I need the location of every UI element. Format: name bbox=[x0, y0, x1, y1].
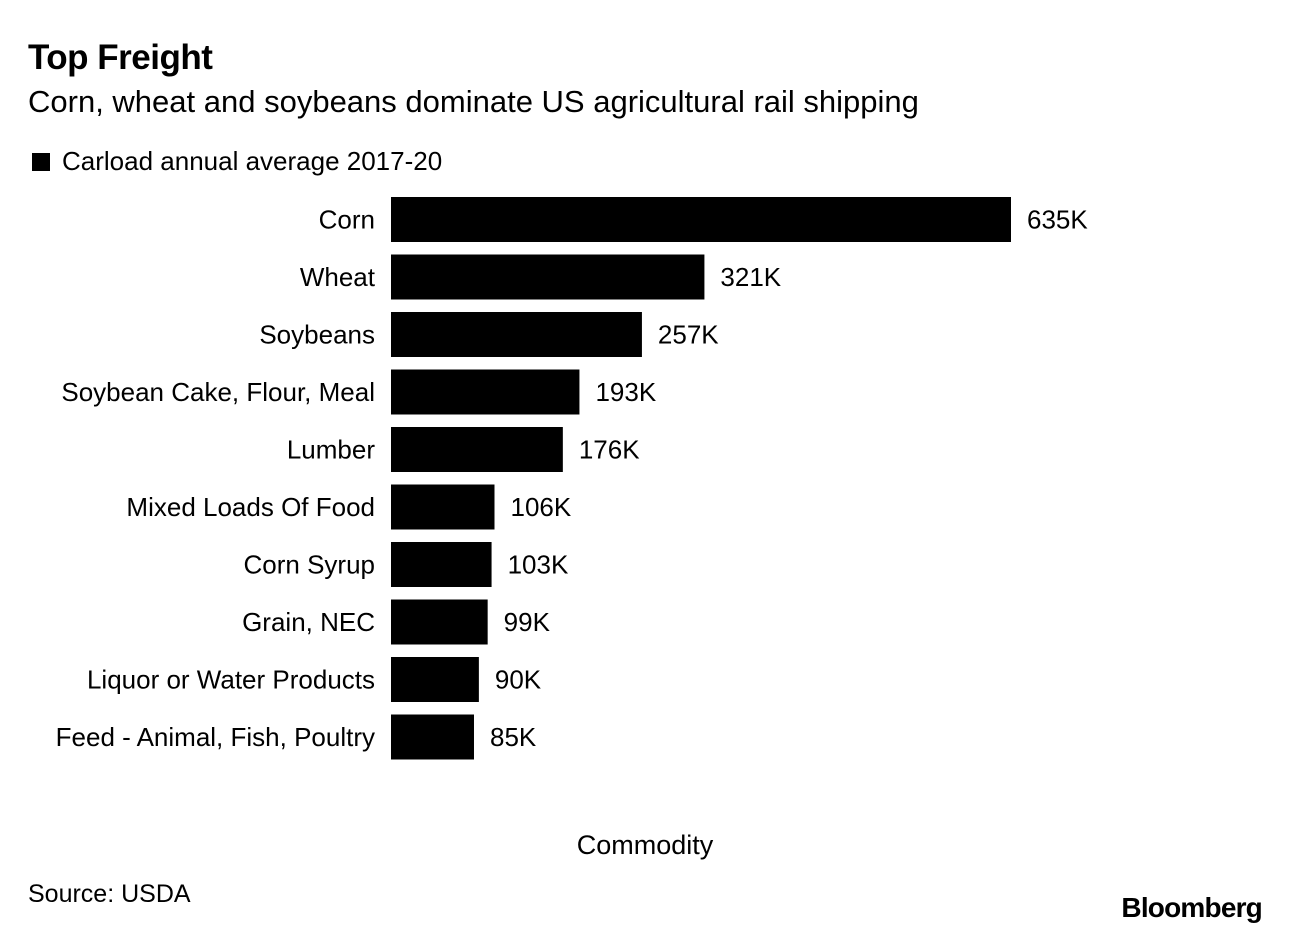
bar bbox=[391, 427, 563, 472]
bar-value-label: 193K bbox=[595, 377, 656, 407]
bloomberg-logo: Bloomberg bbox=[1121, 892, 1262, 923]
bar-value-label: 635K bbox=[1027, 205, 1088, 235]
legend: Carload annual average 2017-20 bbox=[32, 146, 442, 177]
bar-value-label: 103K bbox=[508, 550, 569, 580]
legend-label: Carload annual average 2017-20 bbox=[62, 146, 443, 176]
bar-value-label: 257K bbox=[658, 320, 719, 350]
category-label: Mixed Loads Of Food bbox=[126, 492, 375, 522]
category-label: Lumber bbox=[287, 435, 375, 465]
category-label: Grain, NEC bbox=[242, 607, 375, 637]
bar bbox=[391, 542, 492, 587]
category-label: Soybeans bbox=[259, 320, 375, 350]
x-axis-label: Commodity bbox=[576, 830, 714, 860]
bar-value-label: 99K bbox=[504, 607, 551, 637]
category-label: Feed - Animal, Fish, Poultry bbox=[56, 722, 375, 752]
bar bbox=[391, 197, 1011, 242]
bar bbox=[391, 484, 495, 530]
bar bbox=[391, 369, 580, 415]
category-label: Liquor or Water Products bbox=[87, 665, 375, 695]
bar bbox=[391, 312, 642, 357]
bar-value-label: 321K bbox=[720, 262, 781, 292]
bar bbox=[391, 657, 479, 702]
category-label: Wheat bbox=[300, 262, 376, 292]
bar bbox=[391, 254, 705, 300]
bar bbox=[391, 599, 488, 645]
category-label: Soybean Cake, Flour, Meal bbox=[61, 377, 375, 407]
bar-value-label: 106K bbox=[510, 492, 571, 522]
chart-title: Top Freight bbox=[28, 38, 213, 77]
chart-subtitle: Corn, wheat and soybeans dominate US agr… bbox=[28, 84, 919, 119]
category-label: Corn Syrup bbox=[244, 550, 376, 580]
legend-swatch bbox=[32, 152, 50, 171]
bar-value-label: 85K bbox=[490, 722, 537, 752]
source-note: Source: USDA bbox=[28, 880, 191, 908]
bar-value-label: 90K bbox=[495, 665, 542, 695]
category-label: Corn bbox=[319, 205, 375, 235]
bar-value-label: 176K bbox=[579, 435, 640, 465]
bar bbox=[391, 714, 474, 760]
